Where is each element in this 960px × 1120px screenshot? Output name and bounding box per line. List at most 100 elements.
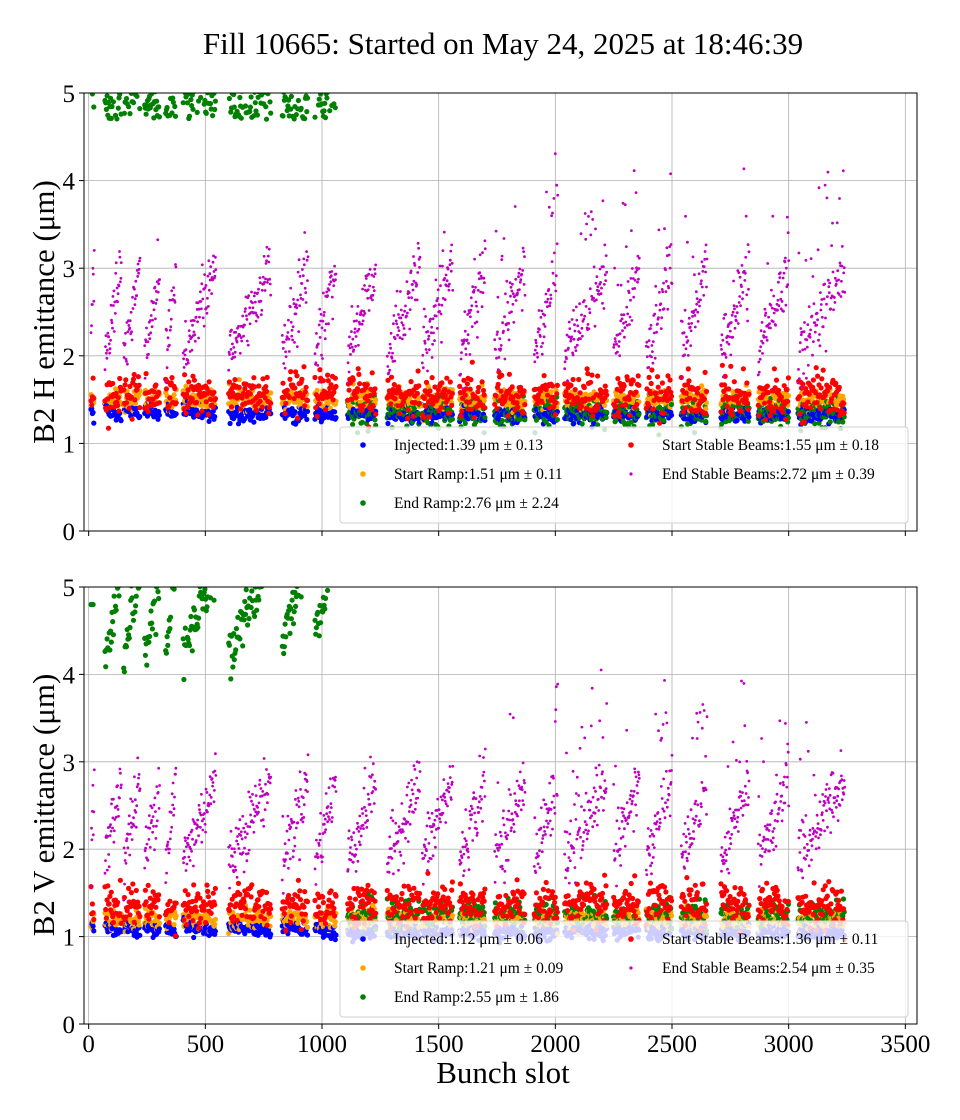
point-start-stable [312, 374, 318, 381]
point-end-stable [286, 331, 290, 334]
point-end-stable [680, 320, 684, 323]
point-end-stable [197, 307, 201, 311]
point-end-stable [826, 278, 830, 282]
point-end-ramp [164, 634, 170, 640]
point-end-ramp [234, 80, 239, 85]
point-end-stable [735, 305, 739, 308]
point-end-ramp [182, 625, 188, 631]
point-end-stable [821, 325, 825, 329]
point-end-stable [182, 357, 186, 361]
point-end-stable [722, 317, 726, 320]
point-end-ramp [262, 82, 267, 87]
point-end-stable [651, 361, 655, 365]
point-end-stable [574, 346, 577, 349]
point-end-stable [323, 329, 327, 332]
point-start-stable [183, 410, 189, 416]
point-end-ramp [88, 87, 93, 92]
point-start-stable [682, 405, 689, 411]
point-end-stable [533, 360, 537, 364]
point-end-stable [506, 328, 510, 331]
point-start-stable [317, 367, 323, 373]
point-end-stable [819, 291, 822, 294]
point-end-stable [613, 337, 617, 340]
point-end-stable [619, 283, 623, 287]
point-start-ramp [180, 388, 186, 394]
point-end-ramp [132, 85, 137, 90]
point-end-ramp [322, 100, 328, 106]
point-start-stable [586, 396, 592, 402]
point-start-stable [330, 397, 336, 403]
point-start-stable [356, 371, 362, 377]
point-end-stable [743, 271, 747, 275]
point-end-stable [599, 292, 603, 295]
point-injected [304, 408, 311, 414]
point-end-stable [536, 330, 540, 334]
point-start-stable [509, 384, 515, 390]
point-start-stable [210, 404, 216, 410]
point-end-stable [124, 357, 128, 361]
point-end-stable [693, 314, 697, 317]
point-start-stable [771, 408, 777, 414]
point-end-stable [603, 273, 607, 277]
point-injected [332, 409, 338, 415]
point-end-ramp [197, 80, 202, 85]
point-end-stable [476, 310, 480, 314]
point-end-stable [496, 330, 499, 334]
point-start-stable [355, 366, 361, 372]
point-end-stable [349, 342, 353, 346]
point-start-stable [808, 405, 814, 411]
point-end-ramp [204, 83, 209, 88]
point-end-stable [569, 339, 573, 343]
point-end-stable [827, 291, 831, 295]
point-end-stable [439, 312, 443, 316]
point-start-stable [494, 406, 500, 412]
point-start-stable [762, 400, 768, 406]
point-start-stable [595, 373, 601, 379]
point-end-stable [152, 300, 155, 304]
point-end-ramp [110, 99, 116, 105]
point-end-stable [119, 280, 122, 284]
point-end-stable [156, 290, 160, 294]
point-end-stable [266, 281, 269, 284]
point-end-stable [231, 342, 234, 346]
point-end-ramp [745, 418, 751, 424]
point-end-stable [205, 311, 209, 315]
point-start-stable [282, 410, 288, 417]
point-end-stable [584, 305, 588, 308]
point-start-stable [553, 400, 559, 406]
point-end-stable [322, 310, 326, 314]
axes-frame-h [83, 92, 918, 532]
point-end-stable [546, 305, 549, 309]
point-end-stable [91, 272, 95, 276]
point-end-stable [759, 345, 763, 349]
point-end-stable [803, 321, 806, 324]
point-start-stable [664, 392, 670, 398]
point-end-stable [192, 330, 196, 334]
point-end-ramp [110, 632, 116, 638]
point-start-stable [680, 409, 687, 415]
point-start-stable [400, 399, 406, 405]
point-end-ramp [203, 110, 209, 116]
point-start-stable [89, 402, 95, 408]
point-start-stable [683, 390, 689, 396]
point-end-stable [157, 282, 161, 286]
point-start-stable [126, 405, 132, 411]
point-start-stable [442, 387, 448, 393]
point-end-ramp [291, 87, 296, 92]
point-end-stable [592, 265, 596, 269]
ytick-label: 3 [63, 256, 76, 283]
point-start-stable [630, 378, 636, 384]
point-end-stable [172, 293, 176, 297]
point-end-stable [150, 325, 154, 329]
point-end-stable [756, 373, 760, 377]
point-end-stable [415, 283, 419, 286]
point-start-stable [123, 377, 129, 383]
point-end-stable [294, 312, 298, 316]
point-end-ramp [207, 101, 214, 107]
point-end-stable [583, 314, 587, 318]
point-start-stable [421, 414, 427, 421]
point-end-ramp [247, 108, 253, 115]
point-start-stable [247, 391, 253, 397]
point-end-stable [462, 338, 466, 342]
point-end-stable [516, 291, 519, 295]
